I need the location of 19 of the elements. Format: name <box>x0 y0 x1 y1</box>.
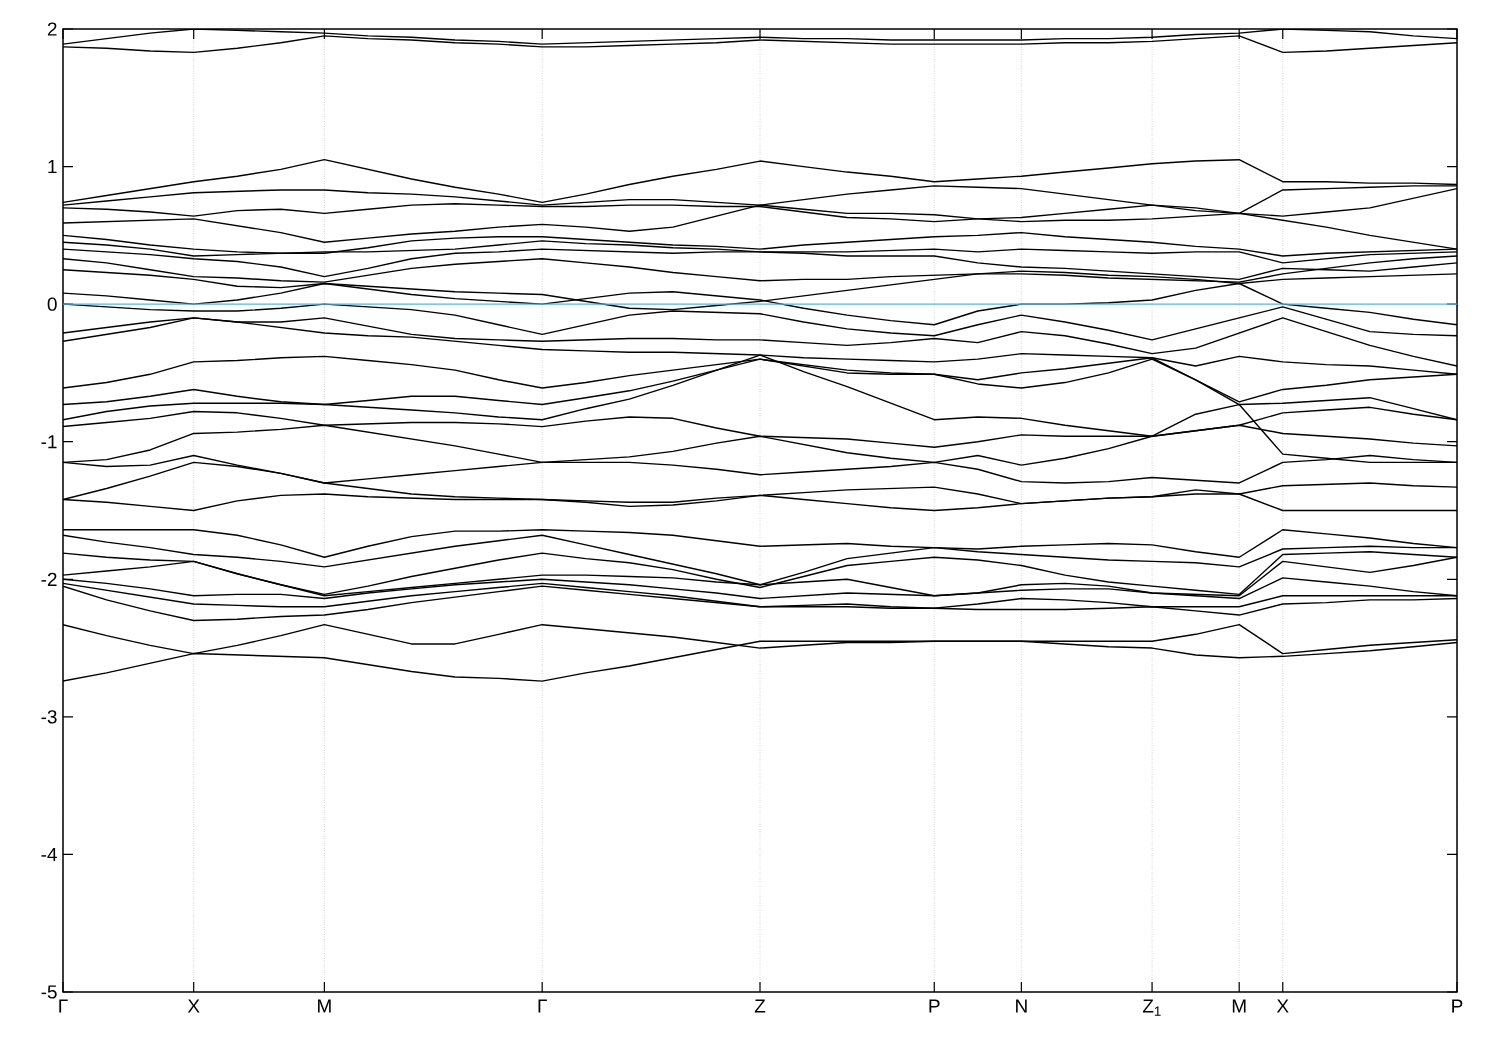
y-tick-label: 2 <box>47 22 57 36</box>
y-tick-label: -5 <box>41 985 57 999</box>
x-tick-label: P <box>929 999 940 1013</box>
x-tick-label: M <box>1232 999 1246 1013</box>
y-tick-label: -4 <box>41 847 57 861</box>
y-tick-label: -1 <box>41 435 57 449</box>
x-tick-label: P <box>1452 999 1463 1013</box>
y-tick-label: 1 <box>48 160 57 174</box>
x-tick-label: X <box>187 999 200 1013</box>
x-tick-label: Γ <box>59 999 68 1013</box>
x-tick-label: Z <box>754 999 766 1013</box>
x-tick-label: M <box>318 999 331 1013</box>
y-tick-label: 0 <box>47 297 57 311</box>
x-tick-label: N <box>1016 999 1027 1013</box>
x-tick-label: X <box>1276 999 1289 1013</box>
x-tick-label: Γ <box>538 999 547 1013</box>
y-tick-label: -3 <box>41 710 57 724</box>
y-tick-label: -2 <box>41 572 57 586</box>
x-tick-label: Z$_{1}$ <box>1142 999 1161 1016</box>
